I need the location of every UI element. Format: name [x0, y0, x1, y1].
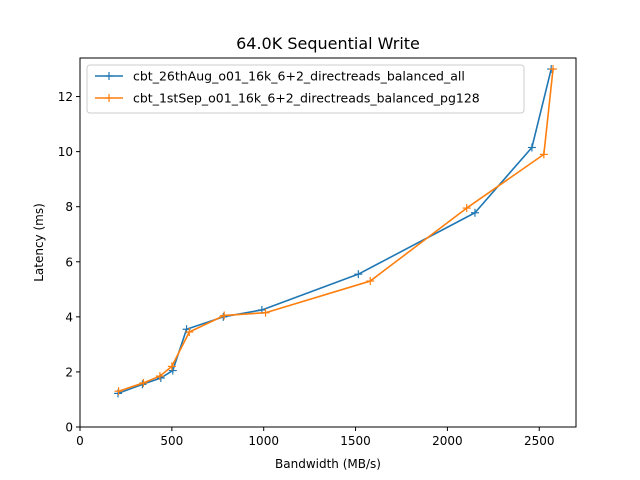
data-point	[549, 65, 558, 74]
y-tick-label: 6	[65, 255, 73, 269]
x-tick-label: 500	[160, 434, 183, 448]
x-tick-label: 2500	[524, 434, 555, 448]
data-point	[167, 362, 176, 371]
y-tick-label: 12	[58, 90, 73, 104]
data-point	[155, 372, 164, 381]
y-tick-label: 10	[58, 145, 73, 159]
y-tick-label: 8	[65, 200, 73, 214]
data-point	[139, 378, 148, 387]
y-tick-label: 4	[65, 310, 73, 324]
axis-ticks: 0 500 1000 1500 2000 2500 0 2 4 6 8 10 12	[58, 90, 555, 448]
legend-label: cbt_26thAug_o01_16k_6+2_directreads_bala…	[133, 69, 465, 84]
legend-item: cbt_1stSep_o01_16k_6+2_directreads_balan…	[95, 91, 480, 106]
data-point	[527, 143, 536, 152]
legend-label: cbt_1stSep_o01_16k_6+2_directreads_balan…	[133, 91, 480, 106]
data-point	[220, 311, 229, 320]
data-point	[114, 387, 123, 396]
data-point	[470, 208, 479, 217]
data-point	[354, 270, 363, 279]
y-axis-label: Latency (ms)	[32, 203, 46, 282]
y-tick-label: 0	[65, 421, 73, 435]
data-point	[168, 366, 177, 375]
y-tick-label: 2	[65, 365, 73, 379]
series-group	[114, 65, 558, 398]
data-point	[185, 327, 194, 336]
legend: cbt_26thAug_o01_16k_6+2_directreads_bala…	[86, 64, 525, 114]
data-point	[261, 308, 270, 317]
data-point	[462, 204, 471, 213]
data-point	[366, 277, 375, 286]
series-2	[114, 65, 558, 396]
x-tick-label: 0	[76, 434, 84, 448]
x-axis-label: Bandwidth (MB/s)	[275, 457, 381, 471]
chart-title: 64.0K Sequential Write	[236, 34, 420, 53]
data-point	[539, 150, 548, 159]
plot-frame	[79, 57, 577, 428]
legend-item: cbt_26thAug_o01_16k_6+2_directreads_bala…	[95, 69, 465, 84]
legend-frame	[86, 64, 525, 114]
x-tick-label: 2000	[432, 434, 463, 448]
x-tick-label: 1500	[340, 434, 371, 448]
x-tick-label: 1000	[248, 434, 279, 448]
